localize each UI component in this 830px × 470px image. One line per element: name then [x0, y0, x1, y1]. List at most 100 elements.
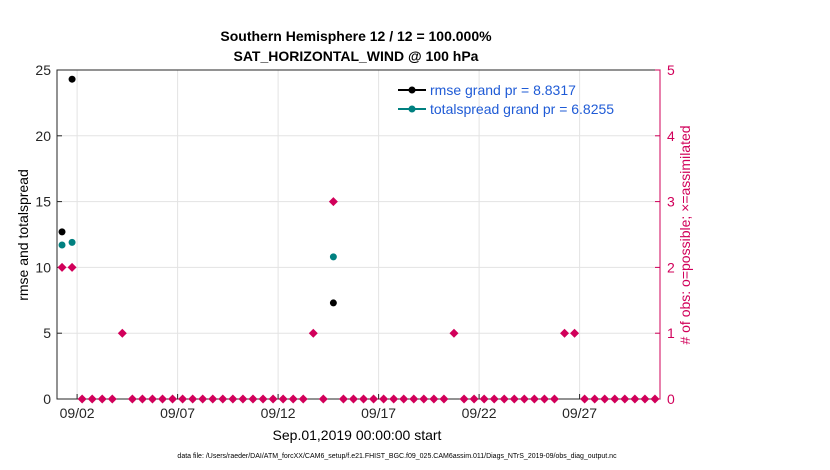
obs-count-zero-marker [298, 394, 308, 404]
y-tick-label-right: 0 [667, 391, 675, 407]
obs-count-zero-marker [208, 394, 218, 404]
obs-count-zero-marker [198, 394, 208, 404]
obs-count-zero-marker [188, 394, 198, 404]
obs-count-zero-marker [218, 394, 228, 404]
obs-count-zero-marker [137, 394, 147, 404]
obs-count-zero-marker [499, 394, 509, 404]
obs-count-zero-marker [97, 394, 107, 404]
x-tick-label: 09/27 [562, 405, 597, 421]
obs-count-zero-marker [107, 394, 117, 404]
chart-title-line2: SAT_HORIZONTAL_WIND @ 100 hPa [234, 48, 479, 64]
totalspread-point [58, 241, 66, 249]
rmse-point [58, 228, 66, 236]
legend-totalspread-label: totalspread grand pr = 6.8255 [430, 101, 614, 117]
y-tick-label-left: 20 [35, 128, 51, 144]
obs-count-zero-marker [348, 394, 358, 404]
data-file-footer: data file: /Users/raeder/DAI/ATM_forcXX/… [177, 453, 617, 460]
obs-count-zero-marker [650, 394, 660, 404]
obs-count-zero-marker [419, 394, 429, 404]
y-axis-label-left: rmse and totalspread [15, 169, 31, 301]
x-tick-label: 09/07 [160, 405, 195, 421]
obs-count-zero-marker [268, 394, 278, 404]
obs-count-zero-marker [389, 394, 399, 404]
y-axis-label-right: # of obs: o=possible; ×=assimilated [677, 125, 693, 344]
legend-rmse-marker [408, 86, 416, 94]
obs-count-zero-marker [238, 394, 248, 404]
obs-count-zero-marker [590, 394, 600, 404]
legend-rmse-label: rmse grand pr = 8.8317 [430, 82, 576, 98]
legend-totalspread-marker [408, 105, 416, 113]
obs-count-zero-marker [439, 394, 449, 404]
obs-count-zero-marker [580, 394, 590, 404]
x-tick-label: 09/02 [60, 405, 95, 421]
obs-count-zero-marker [610, 394, 620, 404]
obs-count-marker [308, 328, 318, 338]
totalspread-point [68, 238, 76, 246]
rmse-point [329, 299, 337, 307]
obs-count-zero-marker [127, 394, 137, 404]
obs-count-zero-marker [359, 394, 369, 404]
obs-count-zero-marker [600, 394, 610, 404]
obs-count-zero-marker [178, 394, 188, 404]
obs-count-zero-marker [278, 394, 288, 404]
y-tick-label-right: 3 [667, 194, 675, 210]
y-tick-label-left: 5 [43, 325, 51, 341]
y-tick-label-left: 0 [43, 391, 51, 407]
obs-count-marker [57, 262, 67, 272]
y-tick-label-right: 2 [667, 259, 675, 275]
obs-count-zero-marker [459, 394, 469, 404]
grid [57, 70, 660, 399]
totalspread-point [329, 253, 337, 261]
obs-count-zero-marker [248, 394, 258, 404]
x-tick-label: 09/17 [361, 405, 396, 421]
obs-count-zero-marker [519, 394, 529, 404]
x-axis-label: Sep.01,2019 00:00:00 start [273, 427, 442, 443]
obs-count-zero-marker [549, 394, 559, 404]
obs-count-zero-marker [288, 394, 298, 404]
legend: rmse grand pr = 8.8317 totalspread grand… [398, 82, 614, 117]
y-tick-label-left: 25 [35, 62, 51, 78]
y-tick-label-right: 4 [667, 128, 675, 144]
tick-labels: 0 5 10 15 20 25 0 1 2 3 4 5 09/02 09/07 09/12 09/17 09/2… [35, 62, 675, 421]
rmse-point [68, 75, 76, 83]
obs-count-zero-marker [338, 394, 348, 404]
y-tick-label-right: 5 [667, 62, 675, 78]
obs-count-zero-marker [158, 394, 168, 404]
x-tick-label: 09/12 [261, 405, 296, 421]
obs-count-zero-marker [258, 394, 268, 404]
obs-count-marker [449, 328, 459, 338]
obs-count-zero-marker [509, 394, 519, 404]
obs-count-zero-marker [489, 394, 499, 404]
obs-count-marker [560, 328, 570, 338]
obs-count-zero-marker [399, 394, 409, 404]
obs-count-zero-marker [539, 394, 549, 404]
obs-count-marker [67, 262, 77, 272]
chart-title-line1: Southern Hemisphere 12 / 12 = 100.000% [220, 28, 492, 44]
x-tick-label: 09/22 [462, 405, 497, 421]
obs-count-zero-marker [479, 394, 489, 404]
obs-count-zero-marker [77, 394, 87, 404]
y-tick-label-left: 15 [35, 194, 51, 210]
y-tick-label-right: 1 [667, 325, 675, 341]
obs-count-zero-marker [630, 394, 640, 404]
obs-count-zero-marker [318, 394, 328, 404]
obs-count-zero-marker [640, 394, 650, 404]
obs-count-zero-marker [168, 394, 178, 404]
obs-count-zero-marker [620, 394, 630, 404]
plot-area [57, 70, 660, 399]
obs-count-zero-marker [379, 394, 389, 404]
obs-count-zero-marker [228, 394, 238, 404]
obs-count-zero-marker [409, 394, 419, 404]
obs-count-zero-marker [369, 394, 379, 404]
y-tick-label-left: 10 [35, 259, 51, 275]
obs-count-zero-marker [529, 394, 539, 404]
obs-count-marker [117, 328, 127, 338]
data-marks [57, 75, 660, 404]
obs-count-zero-marker [147, 394, 157, 404]
obs-count-zero-marker [87, 394, 97, 404]
obs-count-zero-marker [469, 394, 479, 404]
obs-count-marker [328, 197, 338, 207]
obs-count-zero-marker [429, 394, 439, 404]
obs-count-marker [570, 328, 580, 338]
